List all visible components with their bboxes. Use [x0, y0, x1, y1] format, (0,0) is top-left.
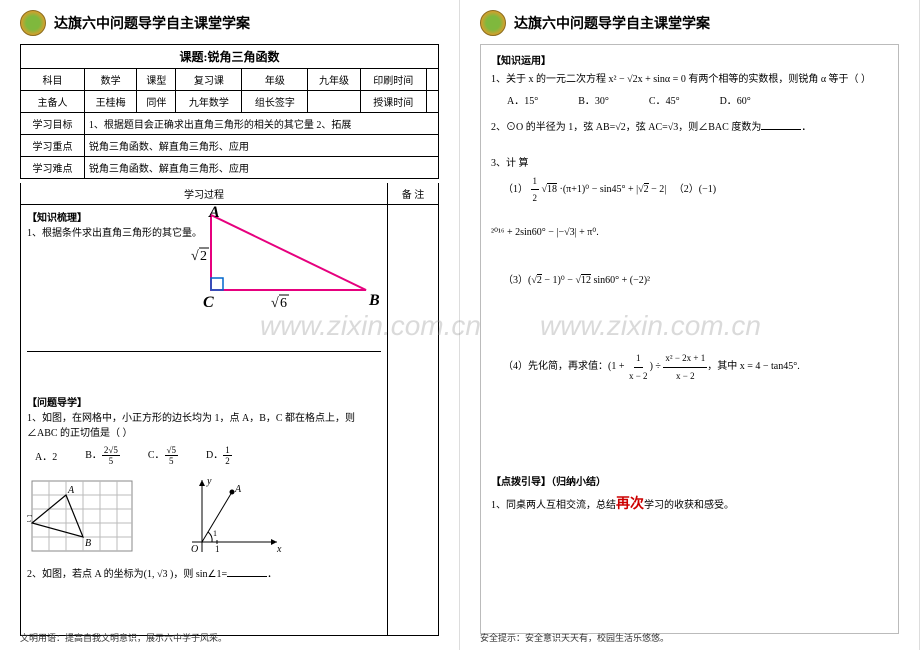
rq1: 1、关于 x 的一元二次方程 x² − √2x + sinα = 0 有两个相等…: [491, 71, 888, 89]
note-column: [388, 205, 438, 635]
page-right: 达旗六中问题导学自主课堂学案 【知识运用】 1、关于 x 的一元二次方程 x² …: [460, 0, 920, 650]
rq1-options: A．15° B．30° C．45° D．60°: [507, 93, 888, 111]
info-table: 课题:锐角三角函数 科目 数学 课型 复习课 年级 九年级 印刷时间 主备人 王…: [20, 44, 439, 179]
section-guide-label: 【点拨引导】（归纳小结）: [491, 474, 888, 492]
triangle-figure: A B C √2 √6: [191, 205, 381, 318]
svg-text:1: 1: [213, 529, 217, 538]
svg-text:A: A: [234, 484, 242, 495]
svg-text:x: x: [276, 544, 282, 555]
triangle-svg: A B C √2 √6: [191, 205, 381, 315]
rq3-1-cont: ²⁰¹⁶ + 2sin60° − |−√3| + π⁰.: [491, 224, 888, 242]
process-header: 学习过程 备 注: [20, 183, 439, 205]
right-body: 【知识运用】 1、关于 x 的一元二次方程 x² − √2x + sinα = …: [480, 44, 899, 634]
section-guide-text: 1、同桌两人互相交流，总结再次学习的收获和感受。: [491, 492, 888, 517]
grid-figure: A B C: [27, 476, 137, 559]
rq3-1: （1） 12 √18 ·(π+1)⁰ − sin45° + |√2 − 2| （…: [503, 173, 888, 206]
footer-left: 文明用语：提高自我文明意识，展示六中学子风采。: [20, 631, 439, 644]
q1-text: 1、如图，在网格中，小正方形的边长均为 1，点 A，B，C 都在格点上，则∠AB…: [27, 409, 381, 439]
content-main: 【知识梳理】 1、根据条件求出直角三角形的其它量。 A B C √2 √6 【问…: [21, 205, 388, 635]
lesson-title: 课题:锐角三角函数: [21, 45, 439, 69]
svg-text:6: 6: [280, 296, 287, 311]
school-logo-icon: [480, 10, 506, 36]
header-title: 达旗六中问题导学自主课堂学案: [54, 13, 250, 33]
svg-text:√: √: [271, 296, 279, 311]
q1-options: A．2 B．2√55 C．√55 D．12: [35, 445, 381, 466]
section-apply-label: 【知识运用】: [491, 53, 888, 71]
rq3-label: 3、计 算: [491, 155, 888, 173]
svg-text:A: A: [67, 485, 75, 496]
school-logo-icon: [20, 10, 46, 36]
header-left: 达旗六中问题导学自主课堂学案: [20, 10, 439, 36]
svg-text:2: 2: [200, 249, 207, 264]
header-title-r: 达旗六中问题导学自主课堂学案: [514, 13, 710, 33]
svg-text:y: y: [206, 476, 212, 487]
q2-text: 2、如图，若点 A 的坐标为(1, √3 )，则 sin∠1=．: [27, 565, 381, 580]
content-area: 【知识梳理】 1、根据条件求出直角三角形的其它量。 A B C √2 √6 【问…: [20, 205, 439, 636]
svg-text:C: C: [203, 294, 214, 311]
svg-text:B: B: [368, 292, 380, 309]
svg-text:B: B: [85, 538, 91, 549]
footer-right: 安全提示：安全意识天天有，校园生活乐悠悠。: [480, 631, 899, 644]
rq4: （4）先化简，再求值：(1 + 1x − 2) ÷ x² − 2x + 1x −…: [503, 350, 888, 383]
svg-text:√: √: [191, 249, 199, 264]
header-right: 达旗六中问题导学自主课堂学案: [480, 10, 899, 36]
rq2: 2、⊙O 的半径为 1，弦 AB=√2，弦 AC=√3，则∠BAC 度数为．: [491, 119, 888, 137]
svg-text:O: O: [191, 544, 198, 555]
svg-text:A: A: [208, 205, 220, 221]
svg-text:C: C: [27, 514, 32, 525]
rq3-3: （3）(√2 − 1)⁰ − √12 sin60° + (−2)²: [503, 272, 888, 290]
page-left: 达旗六中问题导学自主课堂学案 课题:锐角三角函数 科目 数学 课型 复习课 年级…: [0, 0, 460, 650]
axis-figure: A O x y 1 1: [177, 472, 287, 565]
svg-text:1: 1: [215, 544, 220, 554]
section-problem-label: 【问题导学】: [27, 394, 381, 409]
